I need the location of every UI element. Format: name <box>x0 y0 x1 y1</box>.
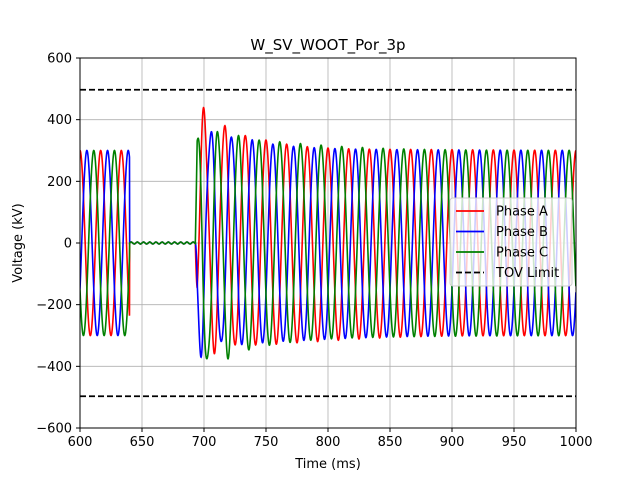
legend-label: Phase C <box>496 246 548 261</box>
y-tick-label: 600 <box>47 52 72 67</box>
series-layer <box>80 88 576 398</box>
x-tick-label: 700 <box>192 435 217 450</box>
x-axis-label: Time (ms) <box>294 457 361 472</box>
x-tick-label: 750 <box>254 435 279 450</box>
y-tick-label: −200 <box>36 298 72 313</box>
y-tick-label: −600 <box>36 422 72 437</box>
y-tick-label: −400 <box>36 360 72 375</box>
x-tick-label: 900 <box>440 435 465 450</box>
y-tick-label: 200 <box>47 175 72 190</box>
x-tick-label: 850 <box>378 435 403 450</box>
y-tick-label: 0 <box>64 237 72 252</box>
series-line-phase-c <box>80 130 576 360</box>
axis-ticks: 600 650 700 750 800 850 900 950 1000 −600 −400 −200… <box>36 52 592 451</box>
legend-box <box>449 197 573 287</box>
x-tick-label: 800 <box>316 435 341 450</box>
x-tick-label: 1000 <box>559 435 592 450</box>
legend-label: Phase A <box>496 205 548 220</box>
chart-title: W_SV_WOOT_Por_3p <box>250 36 405 55</box>
x-tick-label: 600 <box>68 435 93 450</box>
legend-label: TOV Limit <box>495 266 559 281</box>
legend-label: Phase B <box>496 225 548 240</box>
x-tick-label: 650 <box>130 435 155 450</box>
x-tick-label: 950 <box>502 435 527 450</box>
chart-legend: Phase A Phase B Phase C TOV Limit <box>449 197 573 287</box>
y-tick-label: 400 <box>47 113 72 128</box>
y-axis-label: Voltage (kV) <box>11 203 26 282</box>
